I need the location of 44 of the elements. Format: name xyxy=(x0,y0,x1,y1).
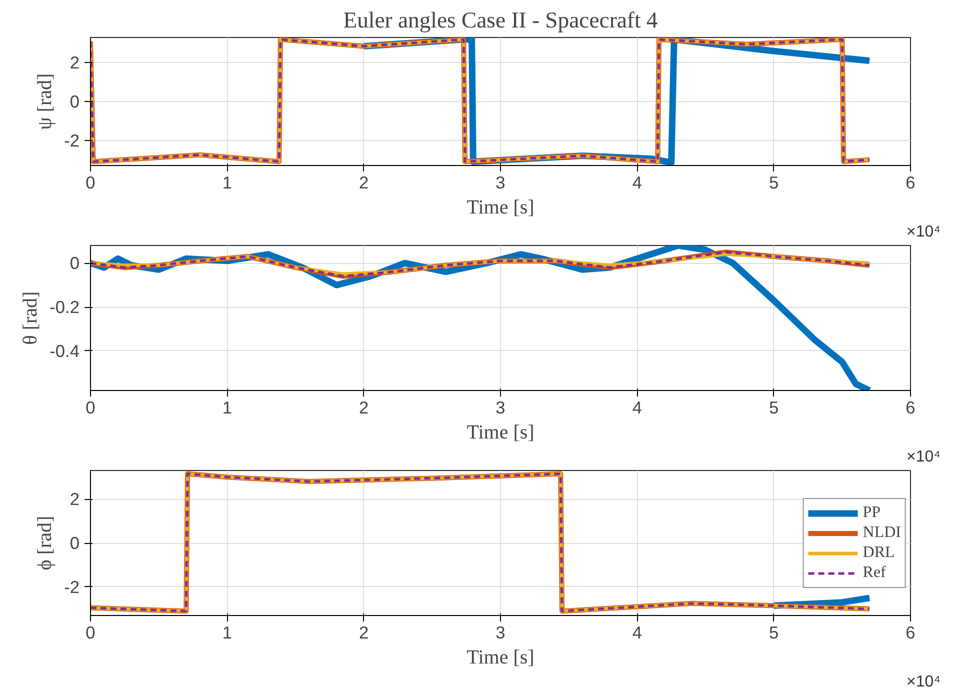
y-axis-title: ψ [rad] xyxy=(34,73,56,130)
x-tick-label: 6 xyxy=(906,172,916,192)
x-tick-label: 0 xyxy=(86,172,96,192)
y-tick-label: 2 xyxy=(70,52,80,73)
text: ×10⁴ xyxy=(906,674,941,690)
y-tick-label: 0 xyxy=(70,533,80,553)
y-tick-label: -2 xyxy=(64,130,80,150)
x-tick-label: 1 xyxy=(222,622,232,642)
x-tick-label: 3 xyxy=(496,398,506,418)
y-tick-label: -2 xyxy=(64,576,80,597)
x-tick-label: 3 xyxy=(496,172,506,192)
y-tick-label: 2 xyxy=(70,489,80,510)
legend-label: DRL xyxy=(862,544,895,562)
x-tick-label: 0 xyxy=(86,398,96,418)
x-tick-label: 2 xyxy=(359,172,369,192)
x-tick-label: 1 xyxy=(222,398,232,418)
x-tick-label: 6 xyxy=(906,622,916,642)
y-axis-title: ϕ [rad] xyxy=(34,516,56,570)
x-axis-title: Time [s] xyxy=(466,422,534,444)
legend-label: Ref xyxy=(862,564,886,582)
x-tick-label: 0 xyxy=(86,622,96,642)
x-tick-label: 4 xyxy=(632,172,642,192)
x-tick-label: 2 xyxy=(359,622,369,642)
text: ×10⁴ xyxy=(906,224,941,240)
x-tick-label: 4 xyxy=(632,622,642,642)
chart-title: Euler angles Case II - Spacecraft 4 xyxy=(343,8,658,32)
x-axis-title: Time [s] xyxy=(466,646,534,668)
x-tick-label: 4 xyxy=(632,398,642,418)
y-tick-label: -0.2 xyxy=(50,297,80,318)
x-tick-label: 2 xyxy=(359,398,369,418)
x-tick-label: 5 xyxy=(769,398,779,418)
x-tick-label: 6 xyxy=(906,398,916,418)
legend-label: PP xyxy=(862,504,882,522)
text: ×10⁴ xyxy=(906,448,941,466)
x-tick-label: 5 xyxy=(769,172,779,192)
x-tick-label: 5 xyxy=(769,622,779,642)
x-tick-label: 1 xyxy=(222,172,232,192)
y-tick-label: 0 xyxy=(70,253,80,274)
x-tick-label: 3 xyxy=(496,622,506,642)
y-tick-label: -0.4 xyxy=(50,340,80,361)
x-axis-title: Time [s] xyxy=(466,196,534,218)
y-axis-title: θ [rad] xyxy=(20,291,42,345)
y-tick-label: 0 xyxy=(70,92,80,112)
legend-label: NLDI xyxy=(862,524,901,542)
